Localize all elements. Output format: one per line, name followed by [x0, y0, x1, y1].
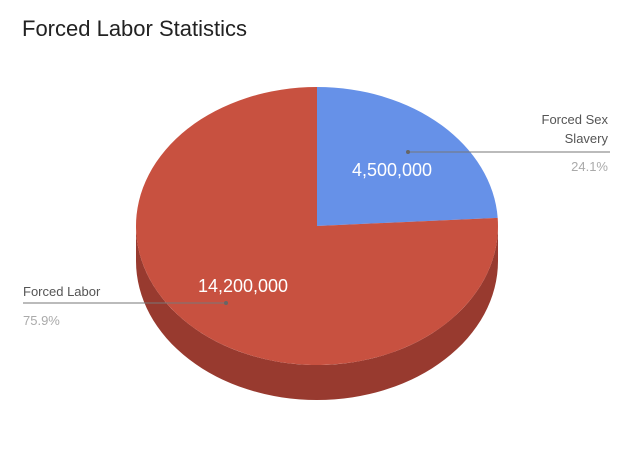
label-forced-sex-slavery-line1: Forced Sex [542, 112, 609, 127]
pie-top [135, 87, 498, 365]
value-forced-labor: 14,200,000 [198, 276, 288, 296]
leader-dot-forced-sex-slavery [406, 150, 410, 154]
slice-forced-labor[interactable] [135, 87, 498, 365]
chart-title: Forced Labor Statistics [22, 16, 247, 41]
pie-3d-side [136, 226, 498, 400]
label-forced-labor: Forced Labor [23, 284, 101, 299]
percent-forced-sex-slavery: 24.1% [571, 159, 608, 174]
value-forced-sex-slavery: 4,500,000 [352, 160, 432, 180]
percent-forced-labor: 75.9% [23, 313, 60, 328]
leader-dot-forced-labor [224, 301, 228, 305]
slice-labels: Forced Sex Slavery 24.1% 4,500,000 Force… [23, 112, 610, 328]
slice-side-forced-labor [136, 226, 498, 400]
slice-forced-sex-slavery[interactable] [317, 87, 498, 226]
label-forced-sex-slavery-line2: Slavery [565, 131, 609, 146]
